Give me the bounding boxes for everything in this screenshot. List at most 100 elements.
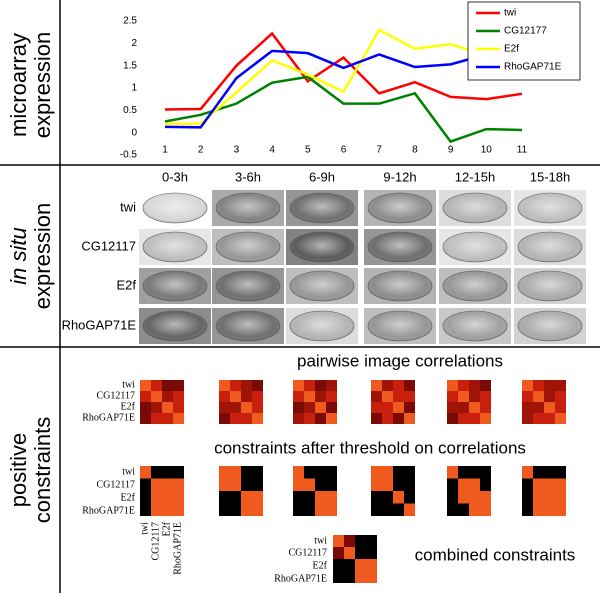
matrix-cell <box>151 491 162 504</box>
matrix-cell <box>544 391 555 402</box>
matrix-cell <box>469 478 480 491</box>
matrix-cell <box>293 413 304 424</box>
matrix-gene-label: CG12117 <box>288 547 327 558</box>
matrix-cell <box>315 380 326 391</box>
matrix-cell <box>447 503 458 516</box>
matrix-cell <box>230 478 241 491</box>
matrix-gene-label: E2f <box>313 560 328 571</box>
matrix-cell <box>151 391 162 402</box>
matrix-cell <box>355 535 366 547</box>
matrix-cell <box>480 491 491 504</box>
matrix-cell <box>544 466 555 479</box>
matrix-cell <box>393 391 404 402</box>
matrix-cell <box>140 491 151 504</box>
matrix-cell <box>469 402 480 413</box>
embryo-shading <box>143 271 207 301</box>
matrix-gene-label: E2f <box>161 521 172 536</box>
matrix-cell <box>315 491 326 504</box>
matrix-cell <box>219 391 230 402</box>
matrix-cell <box>544 413 555 424</box>
matrix-cell <box>555 391 566 402</box>
matrix-cell <box>293 402 304 413</box>
matrix-cell <box>533 478 544 491</box>
matrix-cell <box>533 466 544 479</box>
matrix-cell <box>469 503 480 516</box>
matrix-cell <box>252 402 263 413</box>
matrix-cell <box>219 402 230 413</box>
y-tick-label: -0.5 <box>120 150 138 161</box>
matrix-cell <box>458 380 469 391</box>
y-tick-label: 0 <box>131 127 137 138</box>
series-line <box>164 31 523 111</box>
x-tick-label: 6 <box>341 145 347 156</box>
section-title: combined constraints <box>415 545 576 564</box>
x-tick-label: 3 <box>234 145 240 156</box>
matrix-cell <box>533 491 544 504</box>
matrix-cell <box>326 413 337 424</box>
matrix-gene-label: RhoGAP71E <box>172 522 183 575</box>
matrix-cell <box>315 391 326 402</box>
matrix-cell <box>315 413 326 424</box>
matrix-cell <box>382 503 393 516</box>
section-title: pairwise image correlations <box>297 351 503 370</box>
row-label: expression <box>30 203 55 309</box>
stage-label: 15-18h <box>530 169 570 184</box>
matrix-cell <box>333 535 344 547</box>
matrix-cell <box>230 402 241 413</box>
matrix-cell <box>304 466 315 479</box>
matrix-cell <box>366 547 377 559</box>
matrix-cell <box>315 402 326 413</box>
matrix-cell <box>241 478 252 491</box>
embryo-shading <box>290 271 354 301</box>
matrix-cell <box>404 491 415 504</box>
matrix-cell <box>522 491 533 504</box>
matrix-cell <box>533 402 544 413</box>
matrix-cell <box>382 391 393 402</box>
embryo-shading <box>443 311 507 341</box>
matrix-cell <box>173 503 184 516</box>
embryo-shading <box>143 232 207 262</box>
matrix-cell <box>162 413 173 424</box>
matrix-cell <box>393 402 404 413</box>
gene-label: twi <box>120 199 136 214</box>
matrix-cell <box>371 380 382 391</box>
matrix-gene-label: twi <box>122 466 135 477</box>
embryo-shading <box>368 232 432 262</box>
matrix-cell <box>371 478 382 491</box>
matrix-cell <box>544 503 555 516</box>
y-tick-label: 1 <box>131 83 137 94</box>
matrix-cell <box>447 466 458 479</box>
matrix-cell <box>241 391 252 402</box>
embryo-shading <box>518 271 582 301</box>
matrix-cell <box>447 380 458 391</box>
matrix-cell <box>382 380 393 391</box>
matrix-cell <box>219 413 230 424</box>
matrix-cell <box>140 466 151 479</box>
matrix-cell <box>241 503 252 516</box>
matrix-cell <box>219 380 230 391</box>
matrix-cell <box>241 402 252 413</box>
matrix-cell <box>173 491 184 504</box>
matrix-cell <box>522 391 533 402</box>
gene-label: CG12117 <box>81 238 136 253</box>
matrix-cell <box>533 503 544 516</box>
matrix-cell <box>326 491 337 504</box>
embryo-shading <box>368 193 432 223</box>
matrix-cell <box>382 466 393 479</box>
legend-label: twi <box>504 8 516 19</box>
matrix-cell <box>326 466 337 479</box>
matrix-cell <box>304 413 315 424</box>
matrix-cell <box>382 491 393 504</box>
matrix-cell <box>555 503 566 516</box>
matrix-cell <box>366 535 377 547</box>
embryo-shading <box>290 311 354 341</box>
y-tick-label: 1.5 <box>123 60 137 71</box>
embryo-shading <box>216 232 280 262</box>
matrix-cell <box>162 380 173 391</box>
matrix-cell <box>219 466 230 479</box>
matrix-cell <box>469 491 480 504</box>
matrix-cell <box>393 503 404 516</box>
matrix-cell <box>293 466 304 479</box>
matrix-cell <box>533 380 544 391</box>
